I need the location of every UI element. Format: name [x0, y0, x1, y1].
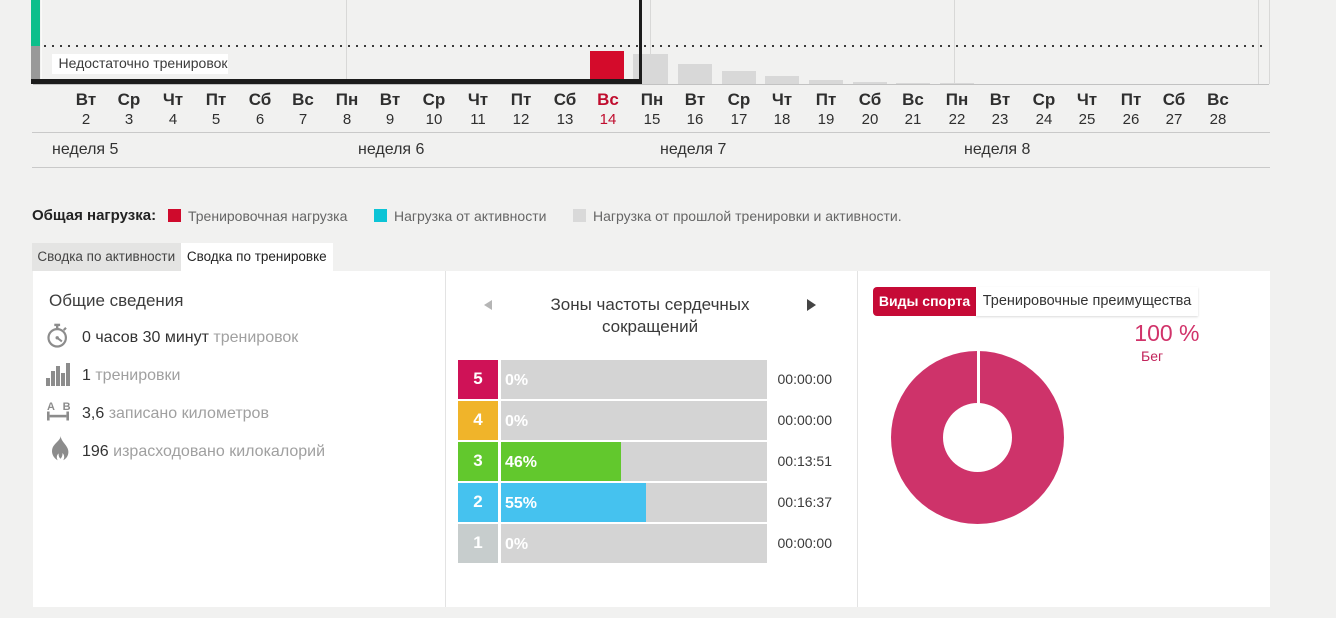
svg-text:B: B [63, 401, 70, 413]
svg-text:A: A [47, 401, 55, 413]
